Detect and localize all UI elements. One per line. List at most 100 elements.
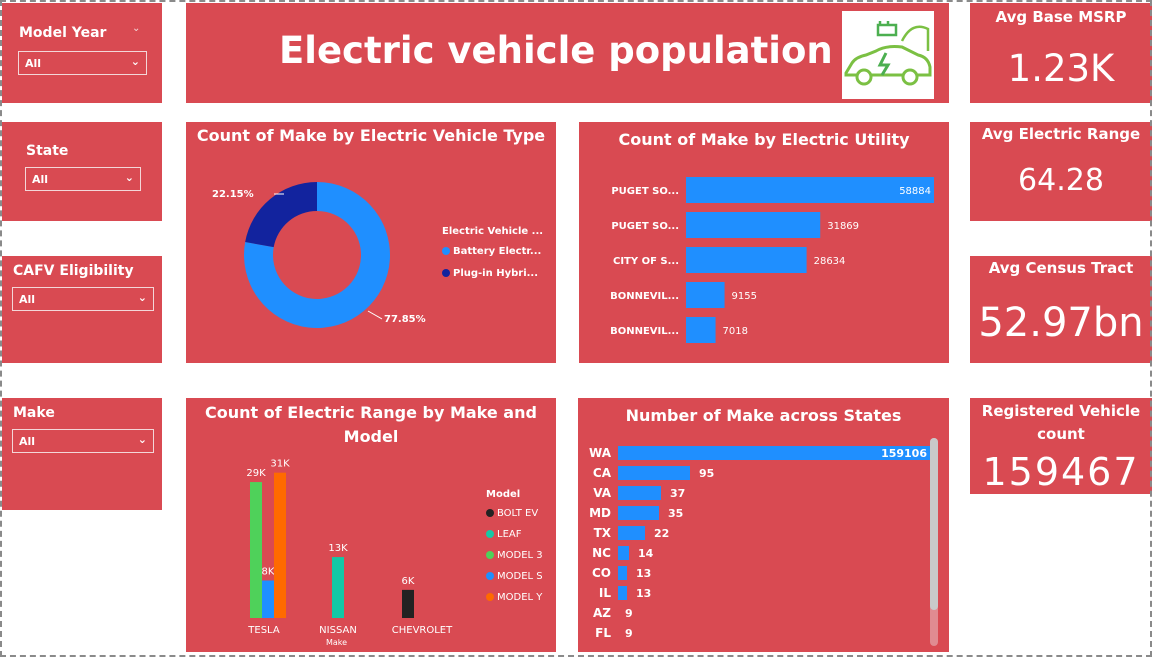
donut-slice-1[interactable] <box>245 182 317 248</box>
utility-value-label: 31869 <box>827 221 859 232</box>
state-value-label: 13 <box>636 587 651 600</box>
cafv-eligibility-dropdown[interactable]: All ⌄ <box>12 287 154 311</box>
utility-bar[interactable] <box>686 247 807 273</box>
state-bar[interactable] <box>618 466 690 480</box>
slicer-make-label: Make <box>13 405 55 421</box>
slicer-model-year-label: Model Year <box>19 25 107 41</box>
state-value-label: 95 <box>699 467 714 480</box>
legend-dot-icon <box>486 593 494 601</box>
states-chart-card: Number of Make across States WA 159106 CA 9… <box>578 398 949 652</box>
range-value-label: 8K <box>262 567 275 578</box>
state-value-label: 9 <box>625 627 633 640</box>
slicer-state-label: State <box>26 143 69 159</box>
utility-bar[interactable] <box>686 212 821 238</box>
state-category-label: TX <box>594 526 612 540</box>
chevron-down-icon: ⌄ <box>130 55 140 68</box>
range-value-label: 31K <box>270 459 290 470</box>
state-value-label: 159106 <box>881 447 927 460</box>
utility-bar[interactable] <box>686 317 716 343</box>
state-bar[interactable] <box>618 486 661 500</box>
range-legend-item[interactable]: MODEL 3 <box>486 550 543 561</box>
state-category-label: WA <box>589 446 612 460</box>
state-bar[interactable] <box>618 526 645 540</box>
kpi-avg-electric-range: Avg Electric Range 64.28 <box>970 122 1152 221</box>
donut-label-phev: 22.15% <box>212 189 254 200</box>
state-value-label: 37 <box>670 487 685 500</box>
range-legend-label: LEAF <box>497 529 522 540</box>
states-scrollbar-thumb[interactable] <box>930 438 938 610</box>
state-category-label: MD <box>589 506 611 520</box>
state-category-label: VA <box>593 486 611 500</box>
range-value-label: 6K <box>402 576 415 587</box>
range-x-axis-title: Make <box>326 638 348 647</box>
state-value-label: 22 <box>654 527 669 540</box>
chevron-down-icon: ⌄ <box>124 171 134 184</box>
state-category-label: CO <box>592 566 611 580</box>
model-year-dropdown-value: All <box>25 57 42 70</box>
state-category-label: FL <box>595 626 611 640</box>
legend-dot-icon <box>486 572 494 580</box>
range-legend-item[interactable]: MODEL S <box>486 571 543 582</box>
donut-chart-title: Count of Make by Electric Vehicle Type <box>196 126 546 145</box>
kpi-avg-base-msrp-value: 1.23K <box>1007 47 1115 90</box>
state-bar[interactable] <box>618 586 627 600</box>
slicer-model-year: Model Year ⌄ All ⌄ <box>2 3 162 103</box>
range-legend-label: BOLT EV <box>497 508 539 519</box>
state-bar[interactable] <box>618 546 629 560</box>
range-chart-card: Count of Electric Range by Make and Mode… <box>186 398 556 652</box>
state-dropdown[interactable]: All ⌄ <box>25 167 141 191</box>
utility-value-label: 7018 <box>723 326 748 337</box>
utility-value-label: 9155 <box>732 291 757 302</box>
states-chart-title: Number of Make across States <box>625 406 902 425</box>
chevron-down-icon: ⌄ <box>137 291 147 304</box>
donut-label-bev: 77.85% <box>384 314 426 325</box>
ev-charging-car-icon <box>844 21 932 86</box>
donut-legend-item-bev[interactable]: Battery Electr... <box>442 246 541 257</box>
model-year-dropdown[interactable]: All ⌄ <box>18 51 147 75</box>
cafv-eligibility-dropdown-value: All <box>19 293 36 306</box>
make-dropdown[interactable]: All ⌄ <box>12 429 154 453</box>
state-bar[interactable] <box>618 446 930 460</box>
kpi-avg-census-tract-value: 52.97bn <box>978 300 1144 346</box>
state-dropdown-value: All <box>32 173 49 186</box>
state-bar[interactable] <box>618 566 627 580</box>
state-value-label: 14 <box>638 547 654 560</box>
range-legend-item[interactable]: LEAF <box>486 529 521 540</box>
utility-category-label: BONNEVIL... <box>610 326 679 337</box>
utility-value-label: 28634 <box>814 256 846 267</box>
utility-bar[interactable] <box>686 177 934 203</box>
kpi-avg-electric-range-label: Avg Electric Range <box>981 125 1141 143</box>
range-category-label: NISSAN <box>319 625 357 636</box>
states-bar-chart: WA 159106 CA 95 VA 37 MD 35 TX 22 NC 14 CO 13 IL 13 AZ 9 F… <box>589 446 930 640</box>
range-value-label: 29K <box>246 468 266 479</box>
range-bar[interactable] <box>402 589 414 618</box>
title-banner: Electric vehicle population <box>186 3 949 103</box>
range-legend-item[interactable]: MODEL Y <box>486 592 542 603</box>
legend-dot-icon <box>442 269 450 277</box>
donut-legend-item-phev[interactable]: Plug-in Hybri... <box>442 268 538 279</box>
range-bar[interactable] <box>274 472 286 618</box>
slicer-model-year-chevron-icon[interactable]: ⌄ <box>132 23 141 34</box>
kpi-avg-electric-range-value: 64.28 <box>1018 163 1104 198</box>
range-category-label: CHEVROLET <box>392 625 453 636</box>
range-legend-item[interactable]: BOLT EV <box>486 508 538 519</box>
slicer-state: State All ⌄ <box>2 122 162 221</box>
slicer-cafv-eligibility: CAFV Eligibility All ⌄ <box>2 256 162 363</box>
utility-chart-title: Count of Make by Electric Utility <box>618 130 910 149</box>
range-bar[interactable] <box>250 482 262 618</box>
slicer-make: Make All ⌄ <box>2 398 162 510</box>
utility-category-label: PUGET SO... <box>611 221 679 232</box>
states-scrollbar[interactable] <box>930 438 938 646</box>
state-bar[interactable] <box>618 506 659 520</box>
range-chart-title: Count of Electric Range by Make and Mode… <box>205 403 537 446</box>
donut-legend-label-bev: Battery Electr... <box>453 246 542 257</box>
utility-chart-card: Count of Make by Electric Utility PUGET … <box>579 122 949 363</box>
utility-bar[interactable] <box>686 282 725 308</box>
legend-dot-icon <box>486 551 494 559</box>
donut-legend-title: Electric Vehicle ... <box>442 226 544 237</box>
state-value-label: 9 <box>625 607 633 620</box>
range-bar[interactable] <box>262 580 274 619</box>
make-dropdown-value: All <box>19 435 36 448</box>
donut-slice-0[interactable] <box>244 182 390 328</box>
range-bar[interactable] <box>332 557 344 618</box>
